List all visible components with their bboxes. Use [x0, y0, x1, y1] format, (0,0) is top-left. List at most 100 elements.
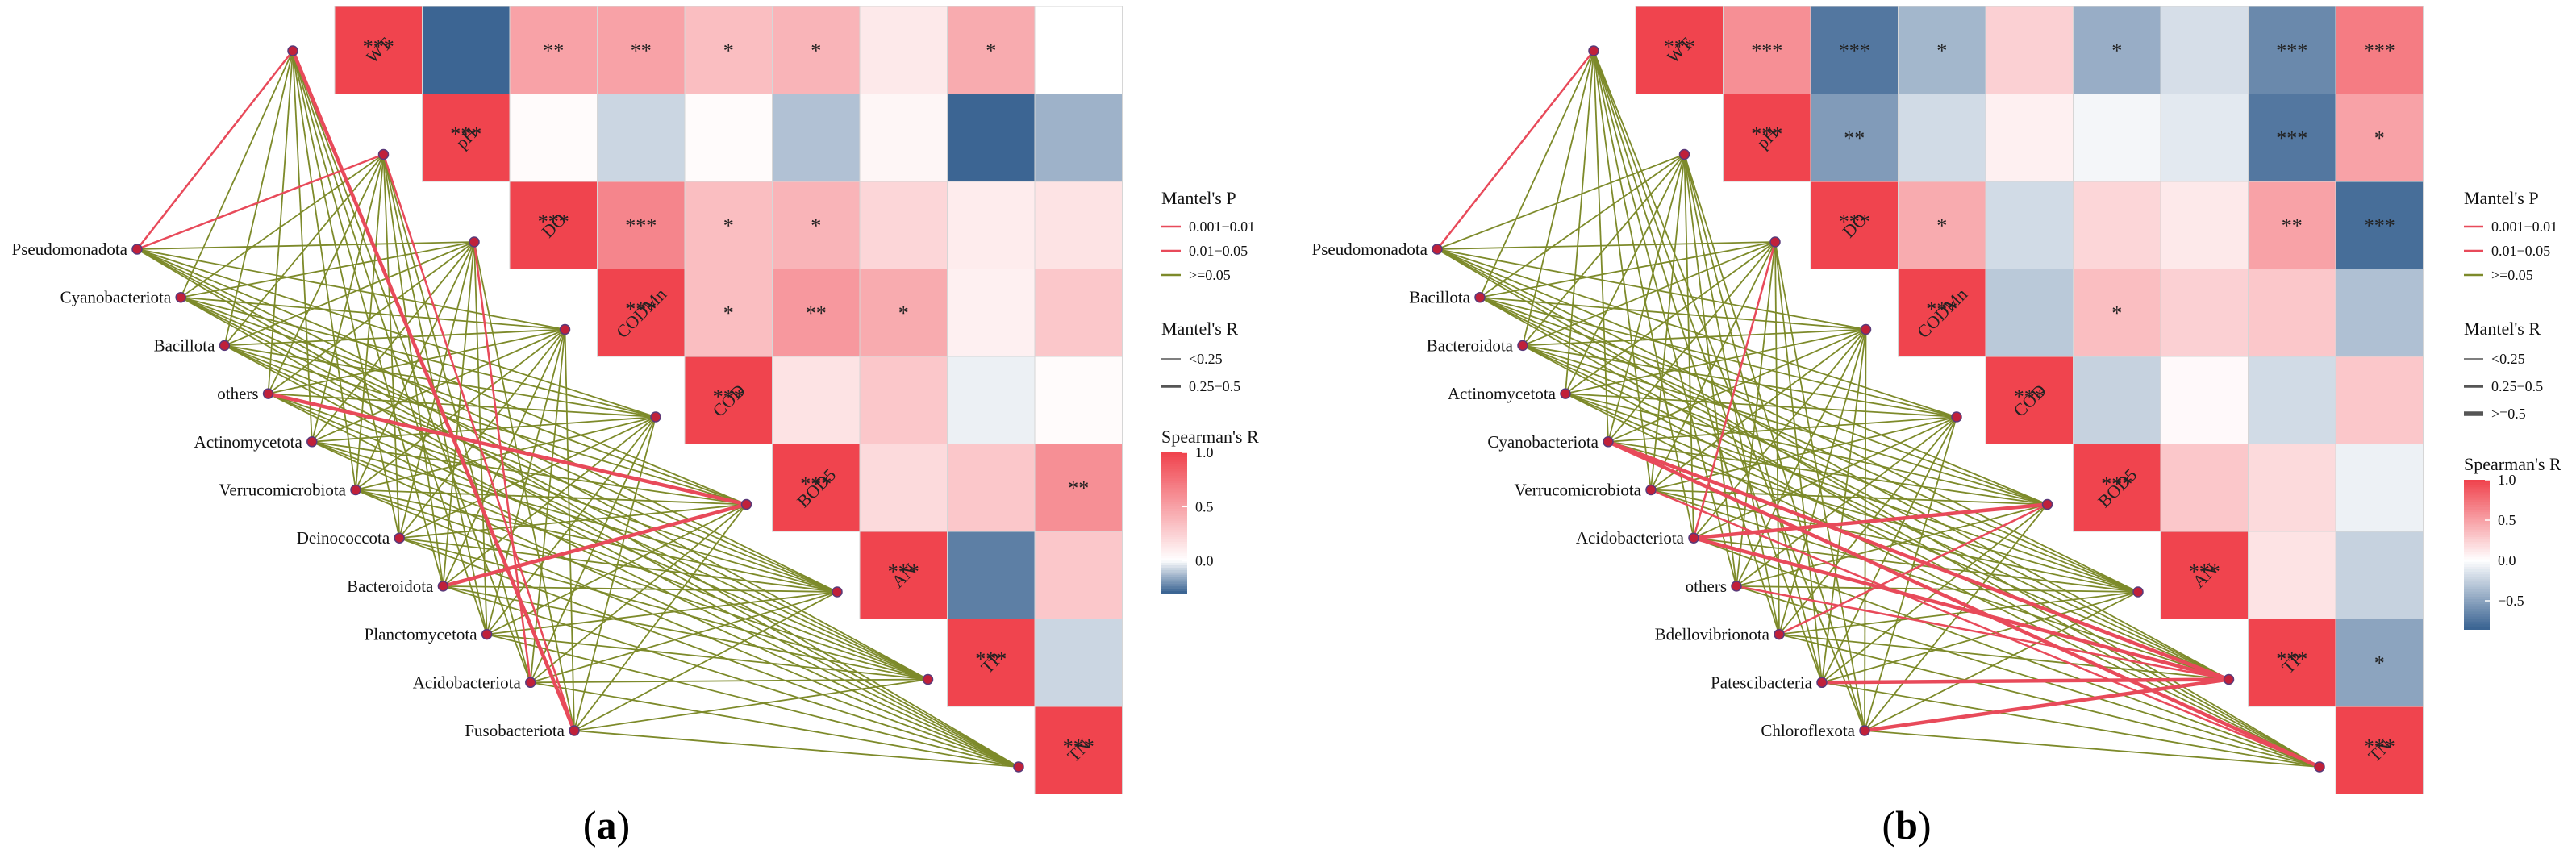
mantel-link — [443, 585, 1019, 768]
mantel-link — [1522, 344, 1957, 418]
colorbar-segment — [2464, 626, 2490, 630]
mantel-link — [1565, 393, 1957, 418]
heatmap-cell — [1723, 94, 1811, 182]
significance-stars: *** — [363, 35, 394, 58]
significance-stars: *** — [625, 298, 657, 321]
colorbar-segment — [1161, 502, 1187, 506]
mantel-link — [1593, 50, 1780, 635]
mantel-link — [292, 50, 444, 587]
panel-a: WT*** ** ** * * *pH***DO*** *** * *CODMn*** * ** *C… — [12, 6, 1259, 848]
mantel-link — [292, 50, 356, 490]
legend-mantel-r-title: Mantel's R — [1161, 319, 1238, 339]
taxon-node — [1731, 581, 1742, 592]
heatmap-cell — [597, 6, 686, 94]
colorbar-segment — [2464, 584, 2490, 588]
mantel-link — [1522, 344, 2229, 681]
mantel-link — [223, 50, 294, 346]
mantel-link — [573, 503, 748, 731]
heatmap-cell — [2335, 706, 2424, 794]
colorbar-segment — [2464, 536, 2490, 540]
taxon-node — [262, 388, 274, 399]
mantel-link-significant — [1693, 536, 2230, 681]
heatmap-cell — [947, 181, 1036, 269]
mantel-link — [355, 489, 928, 681]
heatmap-cell — [2248, 181, 2336, 269]
significance-stars: * — [811, 214, 821, 237]
mantel-link — [1821, 681, 2320, 768]
mantel-link — [1683, 154, 1823, 683]
heatmap-cell — [859, 444, 948, 532]
heatmap-cell — [1034, 531, 1123, 619]
significance-stars: * — [986, 39, 996, 62]
mantel-link — [311, 440, 928, 681]
heatmap-cell — [2248, 444, 2336, 532]
mantel-link-significant — [290, 50, 577, 731]
colorbar-segment — [1161, 515, 1187, 519]
mantel-link — [1821, 591, 2139, 684]
mantel-link — [1774, 241, 1823, 683]
colorbar-segment — [2464, 480, 2490, 484]
mantel-link — [224, 344, 747, 506]
mantel-link-significant — [136, 50, 294, 250]
mantel-link — [1436, 248, 1957, 418]
variable-node — [1951, 411, 1962, 423]
heatmap-cell — [422, 6, 511, 94]
colorbar-segment — [2464, 614, 2490, 618]
mantel-link — [486, 591, 838, 635]
colorbar-segment — [1161, 497, 1187, 501]
significance-stars: * — [1936, 39, 1947, 62]
mantel-link — [1736, 585, 2139, 593]
taxon-node — [569, 725, 580, 736]
legend-item: 0.01−0.05 — [2491, 243, 2550, 259]
legend-item: 0.001−0.01 — [1189, 219, 1255, 235]
heatmap-cell — [1985, 356, 2074, 444]
colorbar-segment — [1161, 551, 1187, 555]
mantel-link — [355, 328, 566, 491]
mantel-link — [1778, 633, 2229, 681]
mantel-link — [443, 585, 838, 593]
mantel-link — [267, 154, 385, 394]
colorbar-segment — [2464, 487, 2490, 491]
significance-stars: * — [2111, 39, 2122, 62]
heatmap-cell — [422, 94, 511, 182]
mantel-link — [1864, 329, 1867, 731]
legend: Mantel's P 0.001−0.01 0.01−0.05 >=0.05 Mante… — [1161, 188, 1259, 594]
taxon-node — [1560, 388, 1571, 399]
mantel-link — [1683, 154, 1780, 635]
mantel-link — [1565, 154, 1686, 394]
significance-stars: *** — [2189, 560, 2220, 583]
mantel-link — [1436, 153, 1685, 250]
mantel-link — [1693, 416, 1957, 539]
legend-mantel-p-title: Mantel's P — [2464, 188, 2539, 208]
mantel-link — [1821, 503, 2049, 684]
colorbar-segment — [1161, 527, 1187, 531]
significance-stars: *** — [450, 123, 481, 146]
colorbar-tick-label: 0.5 — [1195, 498, 1214, 514]
heatmap-cell — [2160, 94, 2249, 182]
heatmap-cell — [2248, 619, 2336, 707]
colorbar-segment — [2464, 527, 2490, 531]
colorbar-segment — [2464, 559, 2490, 563]
taxon-label: Cyanobacteriota — [1487, 432, 1599, 452]
mantel-link — [1593, 50, 1865, 731]
mantel-link — [443, 585, 928, 681]
mantel-link — [1607, 440, 2048, 506]
mantel-link — [180, 296, 1019, 768]
heatmap-cell — [1034, 6, 1123, 94]
taxon-node — [131, 244, 143, 255]
colorbar-segment — [2464, 564, 2490, 568]
taxon-node — [1774, 628, 1785, 640]
significance-stars: *** — [2276, 127, 2307, 150]
heatmap-cell — [2248, 356, 2336, 444]
mantel-link — [398, 537, 928, 681]
heatmap-cell — [509, 6, 598, 94]
colorbar-segment — [1161, 506, 1187, 510]
mantel-link — [486, 633, 928, 681]
heatmap-cell — [2073, 356, 2161, 444]
mantel-link — [180, 296, 747, 506]
colorbar-segment — [1161, 530, 1187, 534]
significance-stars: *** — [975, 648, 1007, 671]
colorbar-segment — [1161, 456, 1187, 460]
colorbar-segment — [2464, 609, 2490, 613]
